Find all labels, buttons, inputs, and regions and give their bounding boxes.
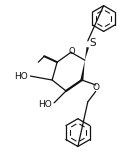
- Text: O: O: [69, 47, 75, 56]
- Polygon shape: [85, 47, 89, 60]
- Text: O: O: [92, 84, 99, 93]
- Text: HO: HO: [38, 100, 52, 109]
- Polygon shape: [80, 60, 85, 80]
- Text: S: S: [90, 38, 96, 48]
- Text: HO: HO: [15, 72, 28, 80]
